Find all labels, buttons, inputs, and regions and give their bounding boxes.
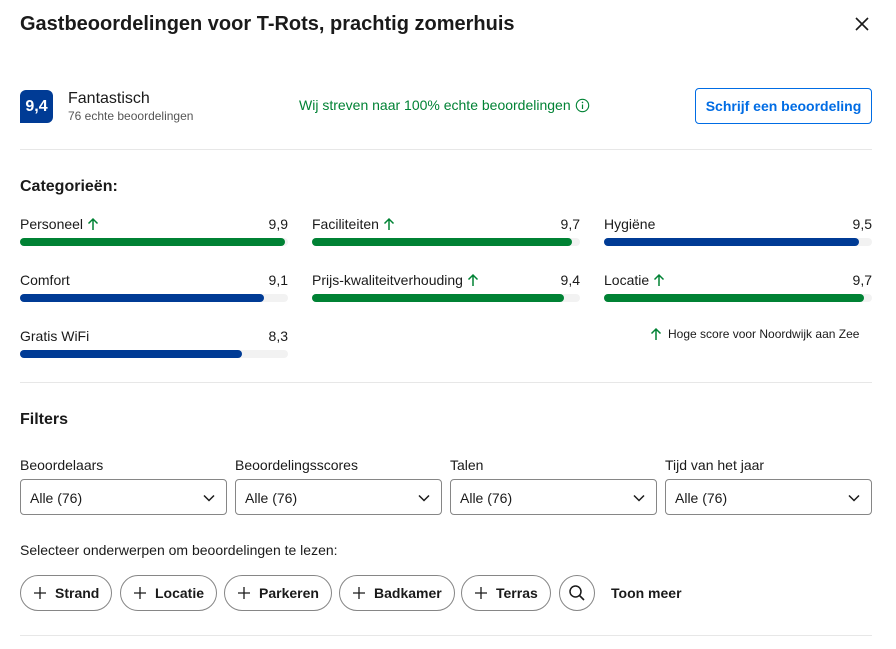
categories-heading: Categorieën: (20, 178, 118, 195)
chip-label: Terras (496, 585, 538, 601)
arrow-up-icon (650, 327, 662, 340)
category-score: 8,3 (268, 328, 288, 344)
category-label: Faciliteiten (312, 216, 379, 232)
score-bar (20, 350, 288, 358)
chevron-down-icon (203, 494, 215, 502)
close-button[interactable] (852, 14, 872, 34)
chip-label: Locatie (155, 585, 205, 601)
score-bar (20, 294, 288, 302)
close-icon (855, 17, 869, 31)
plus-icon (353, 587, 365, 599)
filters-heading: Filters (20, 411, 69, 428)
score-bar (312, 294, 580, 302)
topic-chip-strand[interactable]: Strand (20, 575, 113, 611)
category-comfort: Comfort 9,1 (20, 272, 288, 308)
category-label: Personeel (20, 216, 84, 232)
search-icon (569, 585, 585, 601)
select-value: Alle (76) (460, 490, 513, 506)
filter-select-beoordelaars[interactable]: Alle (76) (20, 479, 227, 515)
show-more-link[interactable]: Toon meer (611, 585, 682, 601)
select-value: Alle (76) (245, 490, 298, 506)
category-faciliteiten: Faciliteiten 9,7 (312, 216, 580, 252)
page-title: Gastbeoordelingen voor T-Rots, prachtig … (20, 13, 515, 35)
genuine-reviews-note[interactable]: Wij streven naar 100% echte beoordelinge… (299, 97, 590, 113)
category-hygiene: Hygiëne 9,5 (604, 216, 872, 252)
select-value: Alle (76) (30, 490, 83, 506)
plus-icon (475, 587, 487, 599)
topic-chip-parkeren[interactable]: Parkeren (224, 575, 332, 611)
category-personeel: Personeel 9,9 (20, 216, 288, 252)
score-bar-fill (20, 238, 286, 246)
filter-label-beoordelaars: Beoordelaars (20, 457, 104, 473)
plus-icon (34, 587, 46, 599)
arrow-up-icon (383, 217, 394, 230)
category-score: 9,5 (852, 216, 872, 232)
high-score-text: Hoge score voor Noordwijk aan Zee (668, 327, 860, 341)
filter-select-talen[interactable]: Alle (76) (450, 479, 657, 515)
filter-label-talen: Talen (450, 457, 484, 473)
score-bar-fill (604, 294, 864, 302)
plus-icon (238, 587, 250, 599)
category-label: Comfort (20, 272, 70, 288)
category-label: Locatie (604, 272, 650, 288)
score-bar-fill (604, 238, 859, 246)
category-score: 9,7 (852, 272, 872, 288)
category-score: 9,9 (268, 216, 288, 232)
filter-select-scores[interactable]: Alle (76) (235, 479, 442, 515)
plus-icon (134, 587, 146, 599)
chip-label: Strand (55, 585, 100, 601)
chevron-down-icon (418, 494, 430, 502)
filter-label-tijd: Tijd van het jaar (665, 457, 765, 473)
chevron-down-icon (848, 494, 860, 502)
score-badge: 9,4 (20, 90, 53, 123)
review-count: 76 echte beoordelingen (68, 109, 194, 123)
genuine-reviews-text: Wij streven naar 100% echte beoordelinge… (299, 97, 571, 113)
write-review-button[interactable]: Schrijf een beoordeling (695, 88, 872, 124)
score-bar (604, 294, 872, 302)
chip-label: Parkeren (259, 585, 319, 601)
category-score: 9,1 (268, 272, 288, 288)
category-gratis-wifi: Gratis WiFi 8,3 (20, 328, 288, 364)
chip-label: Badkamer (374, 585, 442, 601)
category-locatie: Locatie 9,7 (604, 272, 872, 308)
score-bar-fill (312, 294, 564, 302)
arrow-up-icon (654, 273, 665, 286)
category-label: Prijs-kwaliteitverhouding (312, 272, 463, 288)
topic-chip-locatie[interactable]: Locatie (120, 575, 218, 611)
category-score: 9,7 (560, 216, 580, 232)
score-bar-fill (20, 350, 243, 358)
divider (20, 635, 872, 636)
topic-search-button[interactable] (559, 575, 595, 611)
select-value: Alle (76) (675, 490, 728, 506)
filter-label-scores: Beoordelingsscores (235, 457, 358, 473)
high-score-note: Hoge score voor Noordwijk aan Zee (650, 327, 859, 341)
divider (20, 149, 872, 150)
category-label: Gratis WiFi (20, 328, 90, 344)
category-score: 9,4 (560, 272, 580, 288)
score-bar-fill (20, 294, 264, 302)
filter-select-tijd[interactable]: Alle (76) (665, 479, 872, 515)
score-bar-fill (312, 238, 572, 246)
review-summary: 9,4 Fantastisch 76 echte beoordelingen W… (20, 88, 872, 128)
topic-chip-badkamer[interactable]: Badkamer (339, 575, 455, 611)
category-prijs-kwaliteit: Prijs-kwaliteitverhouding 9,4 (312, 272, 580, 308)
score-bar (20, 238, 288, 246)
score-word: Fantastisch (68, 90, 150, 107)
score-bar (604, 238, 872, 246)
category-label: Hygiëne (604, 216, 656, 232)
info-icon (575, 98, 589, 112)
chevron-down-icon (633, 494, 645, 502)
score-bar (312, 238, 580, 246)
arrow-up-icon (467, 273, 478, 286)
arrow-up-icon (88, 217, 99, 230)
divider (20, 382, 872, 383)
topics-hint: Selecteer onderwerpen om beoordelingen t… (20, 542, 338, 558)
topic-chip-terras[interactable]: Terras (461, 575, 551, 611)
